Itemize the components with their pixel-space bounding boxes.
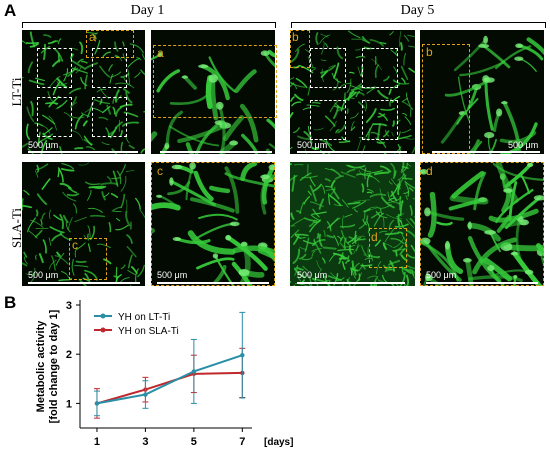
fluorescence-texture — [290, 162, 415, 286]
data-point — [191, 369, 197, 374]
legend-marker — [100, 313, 106, 319]
roi-gold-box-d — [369, 228, 407, 268]
x-tick-label: 5 — [191, 436, 197, 448]
data-point — [240, 352, 245, 358]
roi-gold-box-b — [290, 30, 310, 68]
metabolic-activity-chart: 1 2 3 1 3 5 7 YH on LT-Ti YH on SLA-Ti Metaboli… — [0, 290, 550, 459]
fluorescence-texture — [151, 162, 275, 286]
scalebar-line — [426, 282, 538, 284]
roi-tag-c: c — [72, 238, 78, 252]
zoom-tag-b: b — [426, 45, 433, 59]
y-tick-label: 1 — [66, 398, 72, 410]
scalebar-line — [28, 151, 138, 153]
roi-white-box — [310, 48, 346, 88]
roi-white-box — [362, 48, 398, 88]
day5-bracket — [291, 22, 546, 28]
roi-white-box — [37, 97, 72, 137]
y-tick-label: 3 — [66, 300, 72, 312]
micrograph-sla-ti-day5-overview — [290, 162, 415, 286]
y-tick-label: 2 — [66, 349, 72, 361]
chart-series — [93, 311, 246, 419]
scalebar-label: 500 μm — [508, 140, 539, 150]
legend-label: YH on LT-Ti — [118, 312, 170, 323]
roi-white-box — [362, 100, 398, 140]
x-tick-label: 7 — [239, 436, 245, 448]
micrograph-lt-ti-day1-overview — [22, 30, 145, 154]
scalebar-line — [28, 282, 140, 284]
series-yh-on-lt-ti — [93, 311, 246, 417]
micrograph-sla-ti-day1-zoom — [151, 162, 275, 286]
series-line — [96, 354, 243, 405]
chart-svg: 1 2 3 1 3 5 7 YH on LT-Ti YH on SLA-Ti Metaboli… — [35, 300, 293, 448]
zoom-tag-c: c — [157, 164, 163, 178]
y-axis-label-line2: [fold change to day 1] — [48, 309, 60, 423]
zoom-tag-d: d — [426, 164, 433, 178]
zoom-tag-a: a — [157, 46, 164, 60]
zoom-frame-a — [153, 45, 277, 118]
data-point — [94, 401, 100, 406]
legend-label: YH on SLA-Ti — [118, 326, 179, 337]
panel-a-letter: A — [4, 1, 17, 20]
x-axis-unit-label: [days] — [264, 437, 293, 448]
day5-label: Day 5 — [400, 3, 435, 18]
data-point — [143, 392, 148, 397]
scalebar-line — [297, 282, 405, 284]
scalebar-line — [157, 282, 269, 284]
legend-marker — [100, 327, 106, 333]
micrograph-lt-ti-day1-zoom — [151, 30, 275, 154]
roi-white-box — [92, 48, 127, 88]
roi-white-box — [92, 97, 127, 137]
x-tick-label: 1 — [94, 436, 100, 448]
day1-bracket — [22, 22, 276, 28]
roi-white-box — [37, 48, 72, 88]
scalebar-label: 500 μm — [297, 140, 328, 150]
roi-tag-a: a — [89, 30, 96, 44]
micrograph-sla-ti-day1-overview — [22, 162, 145, 286]
roi-tag-d: d — [371, 230, 378, 244]
roi-gold-box-a — [86, 30, 134, 58]
fluorescence-texture — [420, 30, 544, 154]
x-tick-label: 3 — [142, 436, 148, 448]
fluorescence-texture — [22, 162, 145, 286]
chart-ticks: 1 2 3 1 3 5 7 — [66, 300, 245, 448]
zoom-frame-d — [420, 162, 544, 286]
roi-tag-b: b — [292, 30, 299, 44]
scalebar-line — [160, 151, 272, 153]
scalebar-label: 500 μm — [157, 270, 188, 280]
micrograph-sla-ti-day5-zoom — [420, 162, 544, 286]
roi-gold-box-c — [69, 238, 107, 280]
scalebar-label: 500 μm — [297, 270, 328, 280]
zoom-frame-c — [151, 162, 275, 286]
scalebar-label: 500 μm — [28, 270, 59, 280]
panel-b-letter: B — [4, 293, 17, 312]
scalebar-line — [297, 151, 407, 153]
y-axis-label-line1: Metabolic activity — [35, 320, 47, 413]
fluorescence-texture — [151, 30, 275, 154]
micrograph-lt-ti-day5-zoom — [420, 30, 544, 154]
fluorescence-texture — [420, 162, 544, 286]
chart-axes — [79, 300, 252, 429]
zoom-frame-b — [422, 44, 470, 154]
fluorescence-texture — [22, 30, 145, 154]
roi-white-box — [310, 100, 346, 140]
chart-legend: YH on LT-Ti YH on SLA-Ti — [94, 312, 179, 337]
series-line — [96, 371, 243, 405]
scalebar-label: 500 μm — [28, 140, 59, 150]
day1-label: Day 1 — [130, 3, 165, 18]
scalebar-label: 500 μm — [426, 270, 457, 280]
scalebar-line — [432, 151, 540, 153]
